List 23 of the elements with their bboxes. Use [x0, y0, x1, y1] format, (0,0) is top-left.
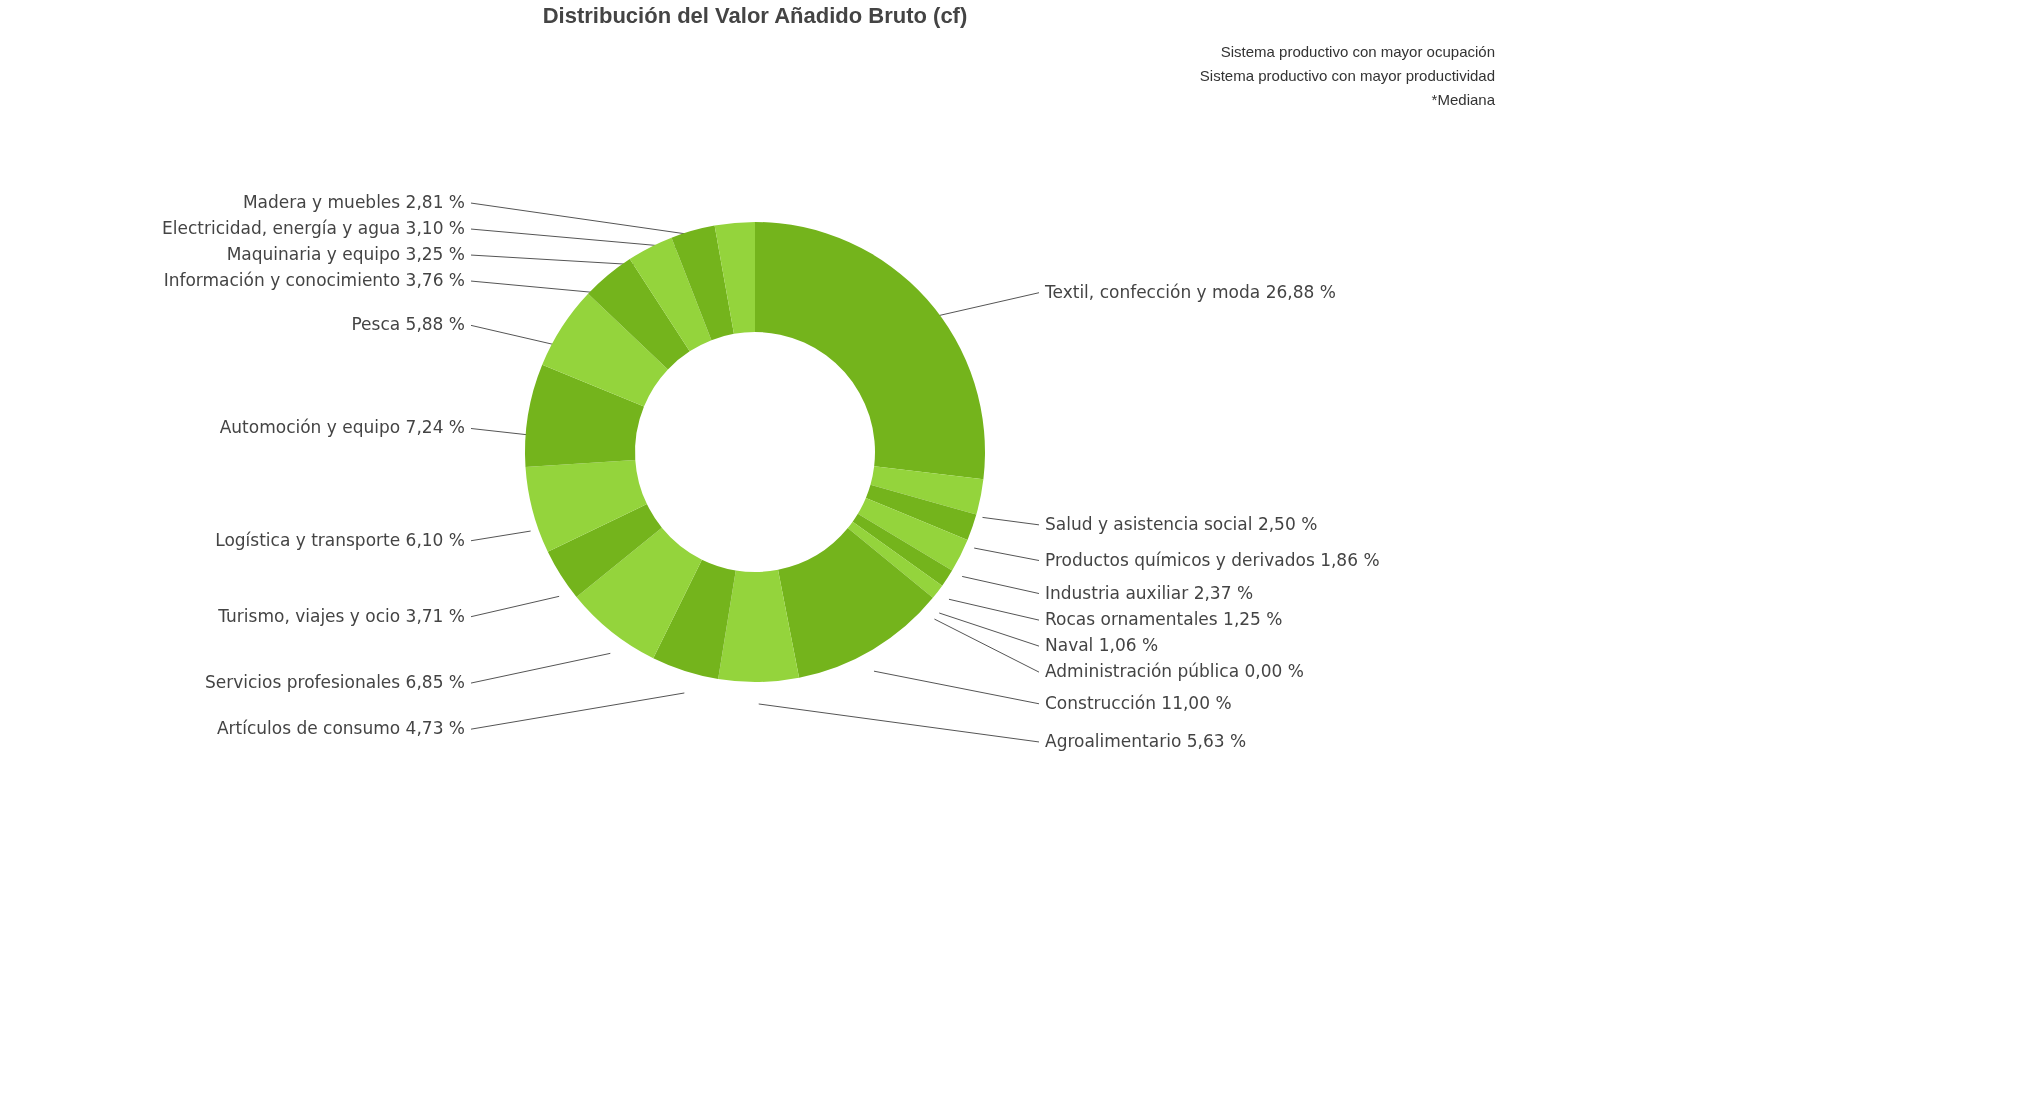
slice-label: Automoción y equipo 7,24 % [219, 417, 465, 438]
slice-label: Agroalimentario 5,63 % [1045, 730, 1247, 751]
slice-label: Construcción 11,00 % [1045, 692, 1232, 713]
slice-label: Naval 1,06 % [1045, 635, 1159, 656]
slice-label: Madera y muebles 2,81 % [242, 192, 465, 213]
text: *Mediana [1431, 91, 1496, 108]
slice-label: Logística y transporte 6,10 % [215, 529, 465, 550]
slice-label: Electricidad, energía y agua 3,10 % [162, 218, 465, 239]
slice-label: Información y conocimiento 3,76 % [163, 270, 465, 291]
slice-label: Productos químicos y derivados 1,86 % [1045, 549, 1380, 570]
slice-label: Textil, confección y moda 26,88 % [1044, 281, 1336, 302]
chart-title: Distribución del Valor Añadido Bruto (cf) [542, 3, 968, 28]
slice-label: Artículos de consumo 4,73 % [216, 718, 465, 739]
slice-label: Turismo, viajes y ocio 3,71 % [217, 605, 465, 626]
category-label: Administración pública 0,00 % [1045, 661, 1304, 682]
slice-label: Industria auxiliar 2,37 % [1045, 582, 1254, 603]
slice-label: Maquinaria y equipo 3,25 % [226, 244, 465, 265]
slice-label: Rocas ornamentales 1,25 % [1045, 609, 1283, 630]
slice-label: Pesca 5,88 % [351, 314, 465, 335]
slice-label: Salud y asistencia social 2,50 % [1045, 513, 1318, 534]
text: Sistema productivo con mayor ocupación [1220, 43, 1495, 60]
text: Sistema productivo con mayor productividad [1199, 67, 1495, 84]
slice-label: Servicios profesionales 6,85 % [204, 672, 465, 693]
